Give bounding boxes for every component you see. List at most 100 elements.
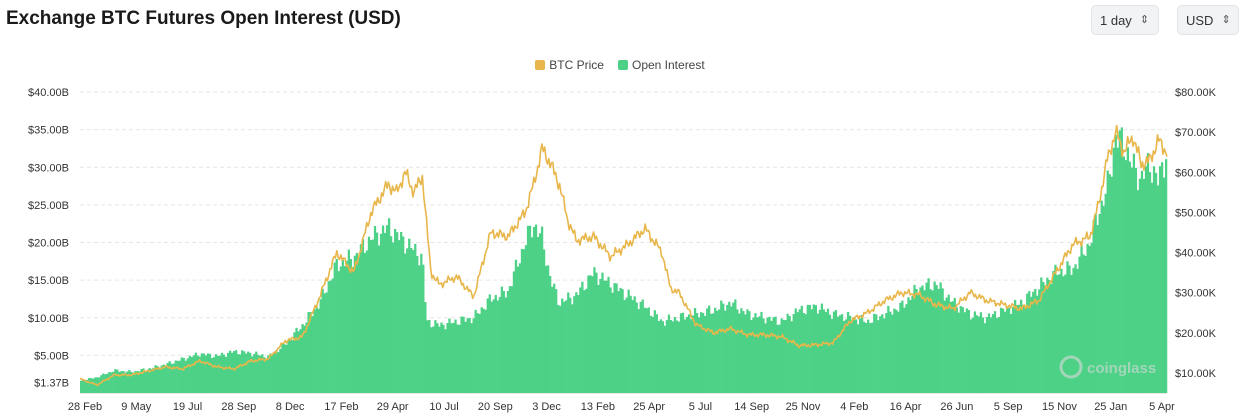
open-interest-bar bbox=[124, 372, 127, 393]
open-interest-bar bbox=[484, 309, 487, 393]
open-interest-bar bbox=[897, 311, 900, 393]
y-left-tick-label: $25.00B bbox=[28, 200, 69, 212]
interval-select[interactable]: 1 day ⇕ bbox=[1091, 5, 1159, 35]
open-interest-bar bbox=[104, 374, 107, 393]
open-interest-bar bbox=[375, 232, 379, 393]
open-interest-bar bbox=[637, 309, 640, 393]
open-interest-bar bbox=[740, 308, 743, 393]
open-interest-bar bbox=[392, 242, 395, 393]
legend-item-price[interactable]: BTC Price bbox=[535, 58, 604, 72]
y-right-tick-label: $20.00K bbox=[1175, 328, 1217, 340]
open-interest-bar bbox=[822, 309, 826, 393]
open-interest-bar bbox=[1036, 295, 1039, 393]
open-interest-bar bbox=[303, 325, 306, 393]
open-interest-bar bbox=[969, 319, 972, 393]
open-interest-bar bbox=[728, 301, 731, 393]
open-interest-bar bbox=[162, 364, 165, 393]
open-interest-bar bbox=[514, 259, 518, 393]
open-interest-bar bbox=[933, 281, 936, 393]
open-interest-bar bbox=[293, 332, 296, 393]
open-interest-bar bbox=[975, 315, 979, 393]
open-interest-bar bbox=[1158, 166, 1162, 393]
open-interest-bar bbox=[504, 297, 507, 393]
open-interest-bar bbox=[738, 313, 741, 393]
x-tick-label: 3 Dec bbox=[532, 401, 561, 413]
open-interest-bar bbox=[1080, 244, 1083, 393]
open-interest-bar bbox=[404, 253, 407, 393]
x-tick-label: 13 Feb bbox=[581, 401, 615, 413]
open-interest-bar bbox=[267, 355, 270, 393]
open-interest-bar bbox=[881, 314, 884, 393]
open-interest-bar bbox=[478, 313, 481, 393]
legend-item-open-interest[interactable]: Open Interest bbox=[617, 58, 705, 72]
open-interest-bar bbox=[673, 317, 677, 393]
open-interest-bar bbox=[611, 292, 614, 393]
chart-title: Exchange BTC Futures Open Interest (USD) bbox=[6, 8, 401, 29]
open-interest-bar bbox=[247, 351, 250, 393]
open-interest-bar bbox=[685, 316, 689, 393]
open-interest-bar bbox=[132, 372, 135, 393]
x-tick-label: 9 May bbox=[121, 401, 151, 413]
open-interest-bar bbox=[432, 326, 435, 393]
open-interest-bar bbox=[1150, 182, 1154, 393]
open-interest-bar bbox=[651, 316, 654, 393]
open-interest-bar bbox=[567, 292, 570, 393]
currency-select[interactable]: USD ⇕ bbox=[1177, 5, 1239, 35]
open-interest-bar bbox=[810, 309, 813, 393]
axis-layer: $1.37B $5.00B $10.00B $15.00B $20.00B $25.00B… bbox=[28, 87, 1217, 413]
open-interest-bar bbox=[253, 354, 256, 393]
open-interest-bar bbox=[691, 315, 695, 393]
open-interest-bar bbox=[172, 363, 175, 393]
open-interest-bar bbox=[506, 291, 510, 393]
open-interest-bar bbox=[136, 371, 139, 393]
open-interest-bar bbox=[639, 301, 642, 393]
open-interest-bar bbox=[190, 357, 193, 393]
open-interest-bar bbox=[325, 292, 328, 393]
x-tick-label: 25 Jan bbox=[1094, 401, 1127, 413]
open-interest-bar bbox=[899, 302, 902, 393]
open-interest-bar bbox=[629, 295, 632, 393]
open-interest-bar bbox=[1072, 267, 1075, 393]
open-interest-bar bbox=[192, 355, 195, 393]
open-interest-bar bbox=[220, 352, 224, 393]
x-tick-label: 14 Sep bbox=[734, 401, 769, 413]
open-interest-bar bbox=[412, 249, 415, 393]
open-interest-bar bbox=[551, 286, 554, 393]
open-interest-bar bbox=[859, 318, 862, 393]
open-interest-bar bbox=[150, 368, 153, 393]
open-interest-bar bbox=[1018, 304, 1021, 393]
open-interest-bar bbox=[251, 356, 254, 393]
open-interest-bar bbox=[518, 263, 522, 393]
open-interest-bar bbox=[255, 351, 258, 393]
open-interest-bar bbox=[331, 278, 334, 393]
open-interest-bar bbox=[736, 309, 739, 393]
chevron-up-down-icon: ⇕ bbox=[1139, 13, 1150, 26]
open-interest-bar bbox=[516, 266, 520, 393]
open-interest-bar bbox=[565, 300, 568, 393]
open-interest-bar bbox=[226, 352, 230, 393]
open-interest-bar bbox=[448, 318, 451, 393]
open-interest-bar bbox=[277, 352, 280, 393]
open-interest-series bbox=[80, 127, 1168, 394]
open-interest-bar bbox=[1124, 160, 1127, 393]
x-tick-label: 25 Nov bbox=[786, 401, 821, 413]
y-right-tick-label: $70.00K bbox=[1175, 127, 1217, 139]
open-interest-bar bbox=[1068, 265, 1071, 393]
open-interest-bar bbox=[218, 355, 222, 393]
open-interest-bar bbox=[871, 322, 874, 393]
open-interest-bar bbox=[1154, 172, 1158, 393]
open-interest-bar bbox=[814, 305, 817, 393]
open-interest-bar bbox=[764, 323, 767, 393]
open-interest-bar bbox=[166, 362, 169, 393]
open-interest-bar bbox=[949, 301, 952, 393]
open-interest-bar bbox=[655, 314, 658, 393]
open-interest-bar bbox=[840, 314, 844, 393]
open-interest-bar bbox=[752, 317, 755, 393]
open-interest-bar bbox=[577, 295, 580, 393]
open-interest-bar bbox=[337, 271, 340, 393]
open-interest-bar bbox=[820, 303, 824, 393]
open-interest-bar bbox=[82, 380, 85, 393]
open-interest-bar bbox=[834, 310, 838, 393]
open-interest-bar bbox=[327, 281, 330, 393]
